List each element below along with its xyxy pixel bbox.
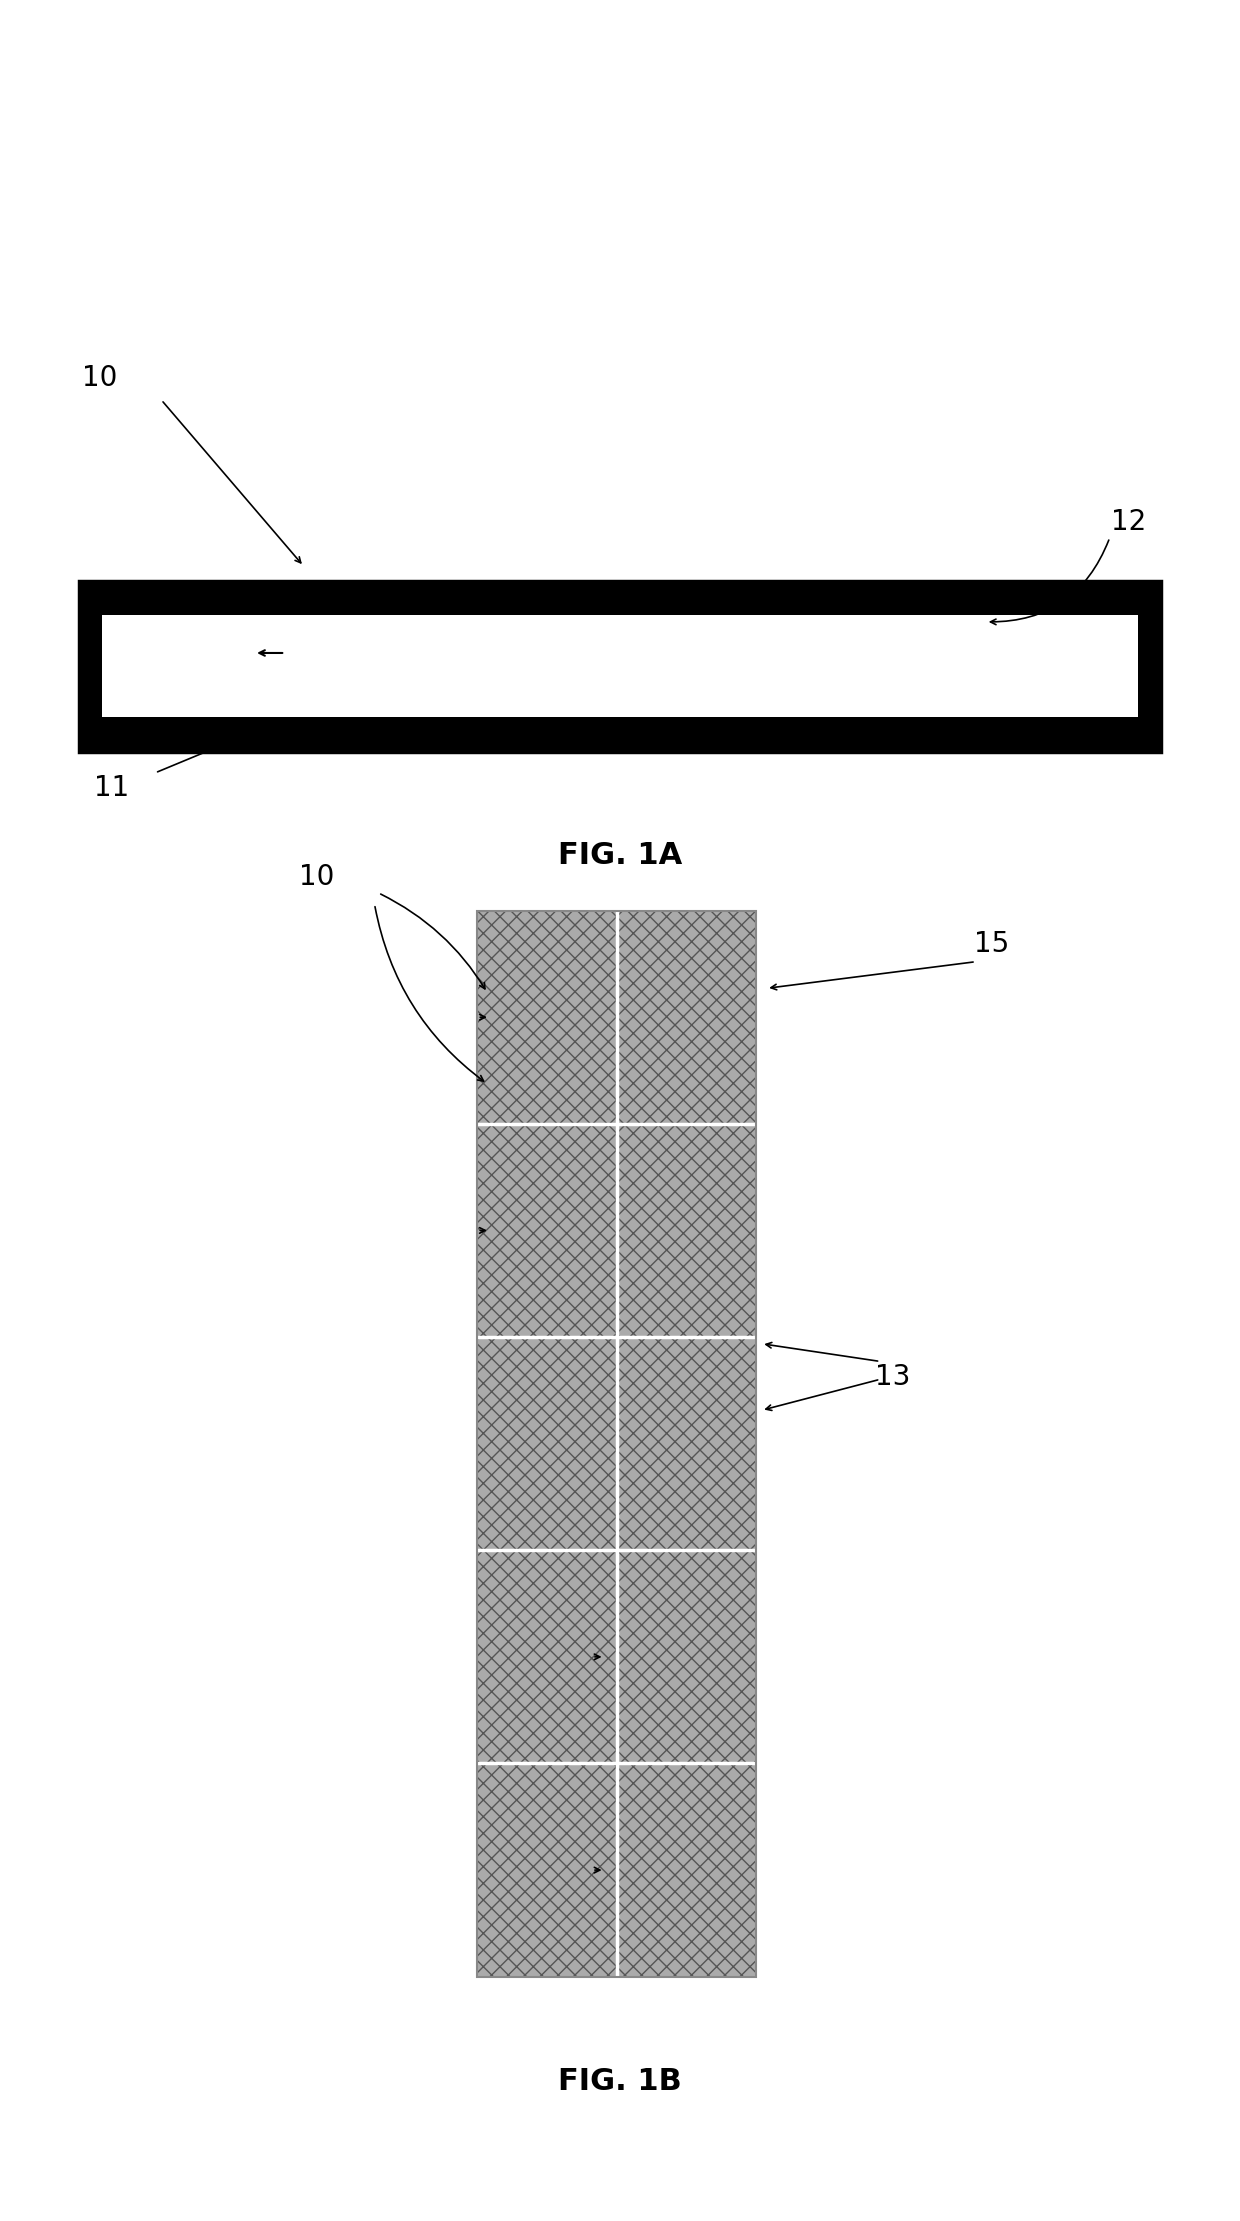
Text: FIG. 1A: FIG. 1A [558, 840, 682, 871]
Text: 12: 12 [1111, 509, 1146, 535]
Bar [618, 1124, 756, 1337]
Text: FIG. 1B: FIG. 1B [558, 2066, 682, 2097]
Bar [477, 911, 756, 1977]
Bar [618, 1337, 756, 1550]
Bar [477, 911, 618, 1124]
Text: 11: 11 [94, 775, 129, 802]
Text: 15: 15 [975, 931, 1009, 957]
Bar [618, 1550, 756, 1763]
Bar [477, 911, 618, 1124]
Bar [477, 1337, 618, 1550]
Bar [618, 1124, 756, 1337]
Bar [618, 911, 756, 1124]
Bar [477, 1124, 618, 1337]
Bar [618, 1763, 756, 1977]
Bar [477, 1763, 618, 1977]
Bar [477, 1124, 618, 1337]
Bar [477, 1337, 618, 1550]
Bar [618, 1337, 756, 1550]
Bar [102, 615, 1138, 717]
Text: 10: 10 [82, 364, 117, 391]
Bar [477, 1550, 618, 1763]
Bar [477, 1763, 618, 1977]
Bar [618, 1763, 756, 1977]
Text: 13: 13 [875, 1364, 910, 1390]
Bar [618, 1550, 756, 1763]
Bar [477, 1550, 618, 1763]
Text: 10: 10 [299, 864, 334, 891]
Bar [87, 589, 1153, 744]
Bar [618, 911, 756, 1124]
